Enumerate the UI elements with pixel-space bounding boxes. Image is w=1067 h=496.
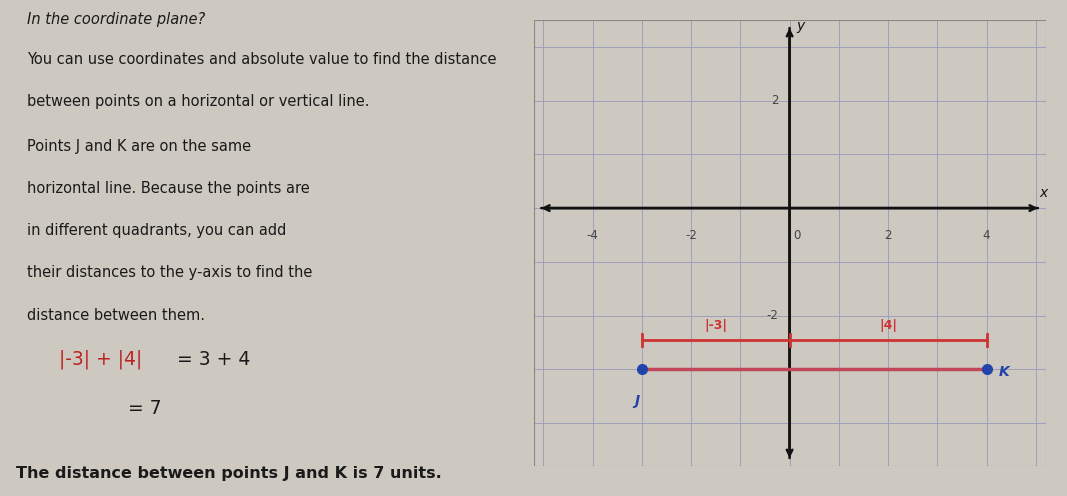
Text: |-3| + |4|: |-3| + |4| xyxy=(59,350,142,369)
Text: distance between them.: distance between them. xyxy=(27,308,205,322)
Text: -4: -4 xyxy=(587,229,599,242)
Text: between points on a horizontal or vertical line.: between points on a horizontal or vertic… xyxy=(27,94,369,109)
Text: In the coordinate plane?: In the coordinate plane? xyxy=(27,12,205,27)
Text: 0: 0 xyxy=(793,229,800,242)
Text: in different quadrants, you can add: in different quadrants, you can add xyxy=(27,223,286,238)
Text: -2: -2 xyxy=(685,229,697,242)
Text: 2: 2 xyxy=(771,94,779,107)
Text: K: K xyxy=(999,365,1009,379)
Text: J: J xyxy=(635,394,639,408)
Text: You can use coordinates and absolute value to find the distance: You can use coordinates and absolute val… xyxy=(27,52,496,67)
Text: 2: 2 xyxy=(885,229,892,242)
Text: |4|: |4| xyxy=(879,319,897,332)
Text: 4: 4 xyxy=(983,229,990,242)
Text: = 3 + 4: = 3 + 4 xyxy=(171,350,250,369)
Text: x: x xyxy=(1039,186,1048,200)
Text: -2: -2 xyxy=(767,309,779,322)
Text: Points J and K are on the same: Points J and K are on the same xyxy=(27,139,251,154)
Text: y: y xyxy=(796,19,805,33)
Text: The distance between points J and K is 7 units.: The distance between points J and K is 7… xyxy=(16,466,442,481)
Text: their distances to the y-axis to find the: their distances to the y-axis to find th… xyxy=(27,265,312,280)
Text: horizontal line. Because the points are: horizontal line. Because the points are xyxy=(27,181,309,196)
Text: |-3|: |-3| xyxy=(704,319,728,332)
Text: = 7: = 7 xyxy=(128,399,162,418)
